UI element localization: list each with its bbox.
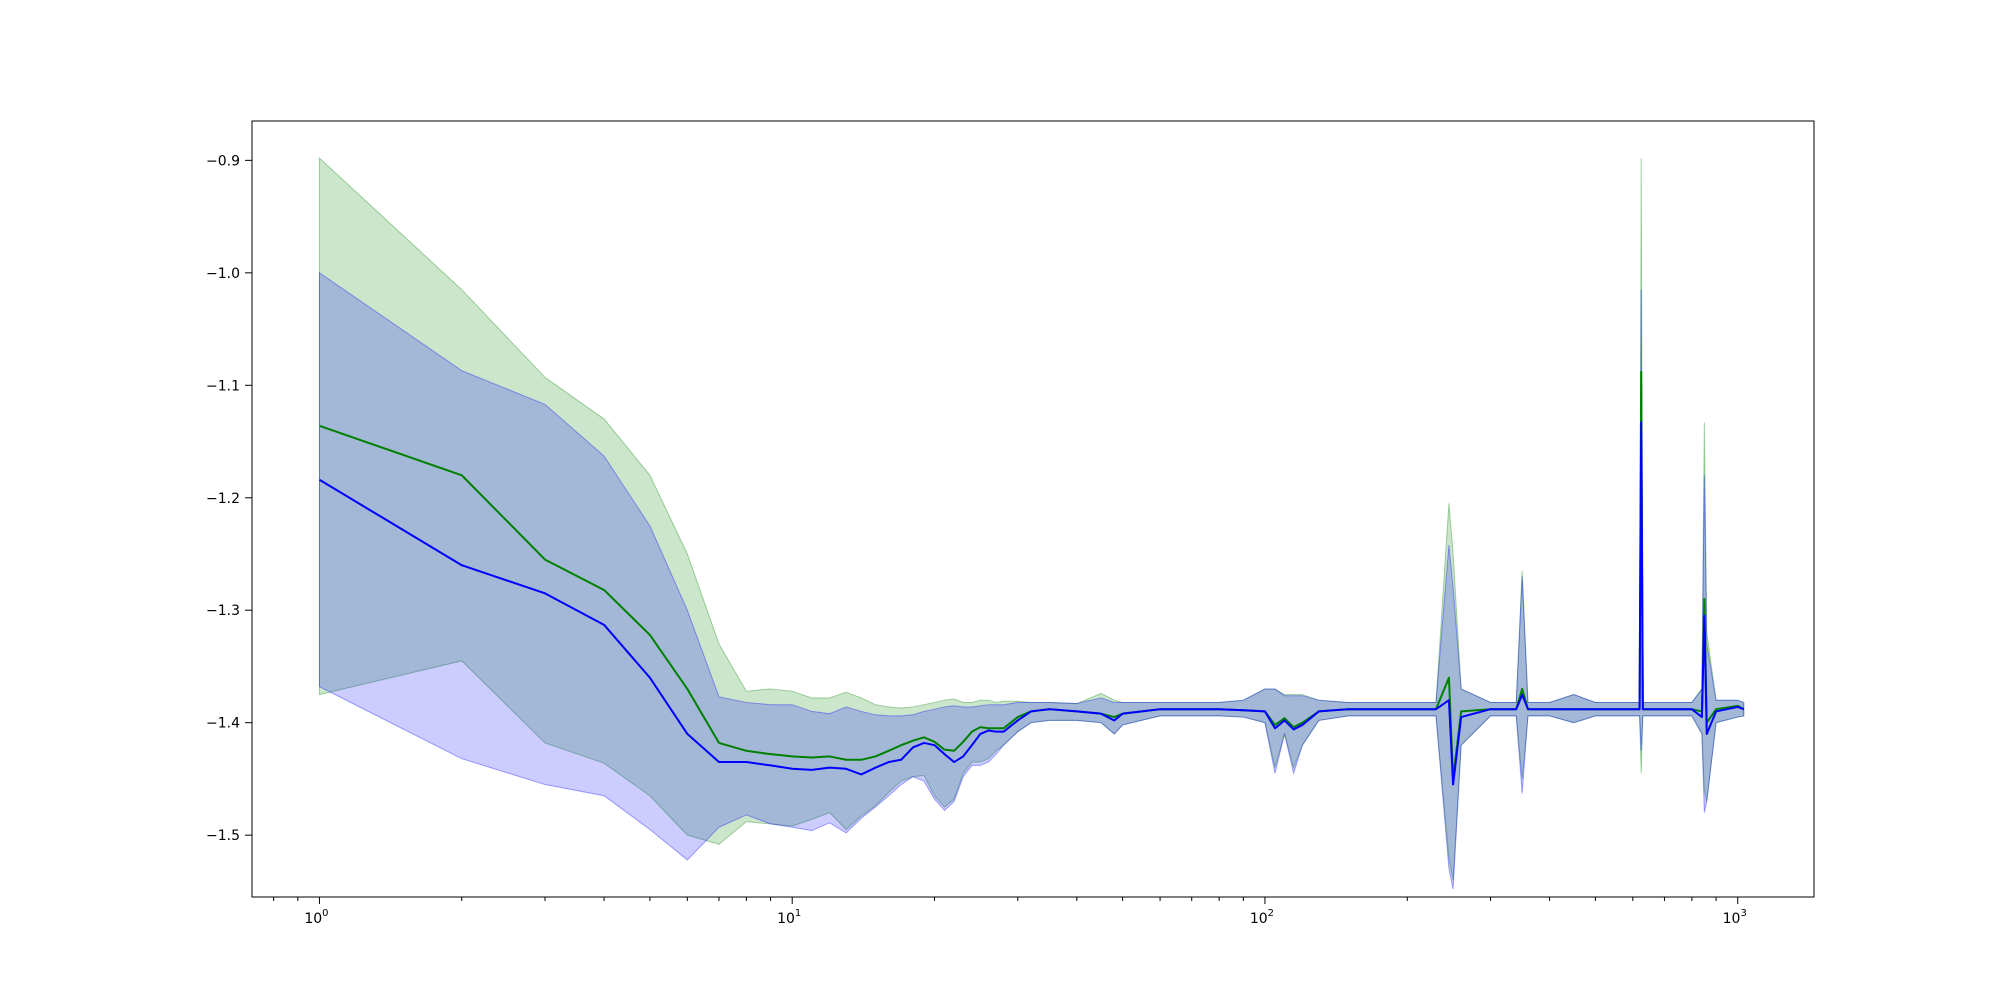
y-tick-label: −0.9 xyxy=(206,153,240,169)
y-tick-label: −1.2 xyxy=(206,491,240,507)
x-tick-label: 103 xyxy=(1723,908,1747,927)
mean-lines xyxy=(318,370,1745,786)
y-tick-label: −1.0 xyxy=(206,266,240,282)
x-tick-label: 102 xyxy=(1250,908,1274,927)
y-tick-label: −1.3 xyxy=(206,603,240,619)
y-tick-label: −1.1 xyxy=(206,378,240,394)
y-tick-label: −1.5 xyxy=(206,828,240,844)
y-tick-label: −1.4 xyxy=(206,716,240,732)
y-axis: −0.9 −1.0 −1.1 −1.2 −1.3 −1.4 −1.5 xyxy=(206,153,252,844)
band-blue xyxy=(318,271,1745,890)
x-tick-label: 100 xyxy=(304,908,328,927)
band-green xyxy=(318,156,1745,881)
confidence-bands xyxy=(318,156,1745,890)
line-blue xyxy=(318,421,1745,786)
x-axis: 100 101 102 103 xyxy=(273,897,1747,927)
x-tick-label: 101 xyxy=(777,908,801,927)
plot-frame xyxy=(251,120,1815,898)
